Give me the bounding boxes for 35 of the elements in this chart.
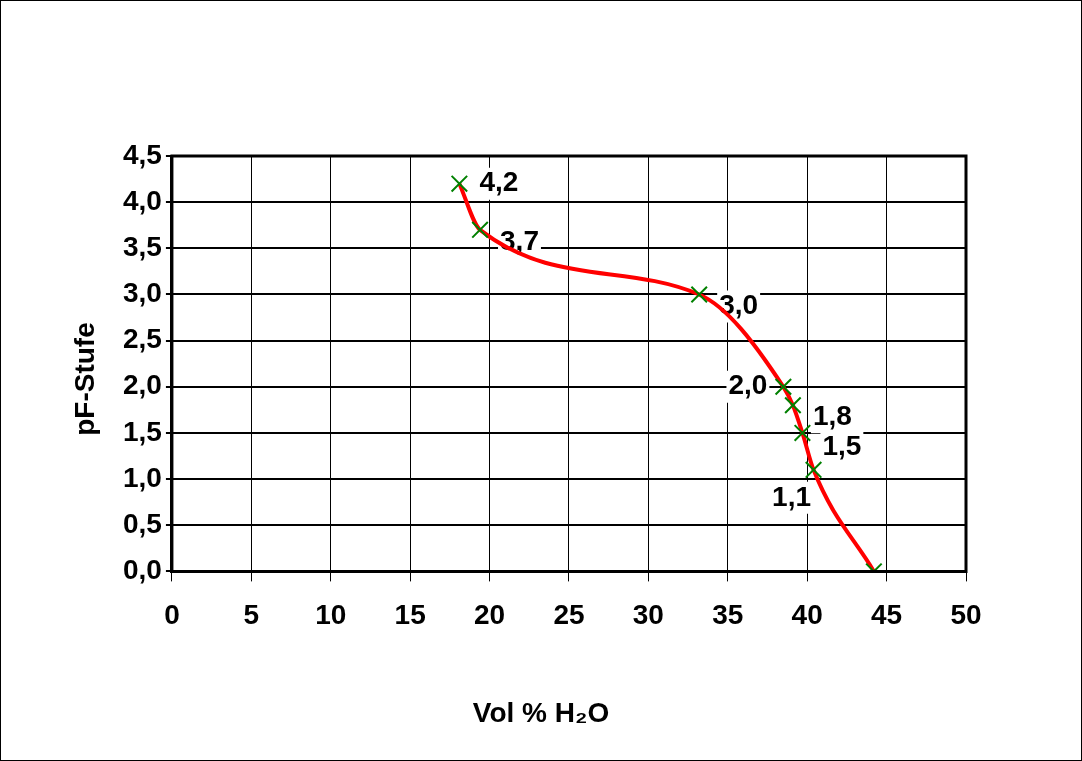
data-label: 1,5 (822, 429, 862, 461)
y-tick-label: 4,0 (122, 184, 162, 216)
x-tick-label: 25 (553, 598, 585, 630)
y-tick-label: 3,5 (122, 231, 162, 263)
x-tick-label: 5 (243, 598, 260, 630)
y-axis-title: pF-Stufe (69, 322, 101, 436)
data-label: 2,0 (728, 369, 768, 401)
point (450, 174, 469, 193)
y-tick-label: 4,5 (122, 138, 162, 170)
y-tick-label: 0,0 (122, 554, 162, 586)
y-tick-label: 1,5 (122, 415, 162, 447)
x-tick-label: 15 (394, 598, 426, 630)
y-tick-label: 3,0 (122, 277, 162, 309)
x-tick-label: 10 (315, 598, 347, 630)
x-tick-label: 30 (632, 598, 664, 630)
point (784, 396, 802, 415)
y-tick-label: 2,0 (122, 369, 162, 401)
x-axis-title: Vol % H₂O (471, 697, 611, 729)
point (793, 424, 812, 442)
x-tick-label: 45 (871, 598, 903, 630)
x-tick-label: 35 (712, 598, 744, 630)
point (690, 285, 708, 304)
y-tick-label: 2,5 (122, 323, 162, 355)
data-label: 1,1 (772, 480, 812, 512)
x-tick-label: 20 (473, 598, 506, 630)
x-tick-label: 0 (164, 598, 180, 630)
x-tick-label: 50 (950, 598, 982, 630)
point (471, 221, 489, 239)
x-tick-label: 40 (791, 598, 823, 630)
data-label: 1,8 (812, 399, 852, 431)
point (804, 461, 823, 479)
y-tick-label: 1,0 (122, 461, 162, 493)
point (774, 378, 793, 396)
data-label: 4,2 (479, 166, 519, 198)
y-tick-label: 0,5 (122, 507, 162, 539)
